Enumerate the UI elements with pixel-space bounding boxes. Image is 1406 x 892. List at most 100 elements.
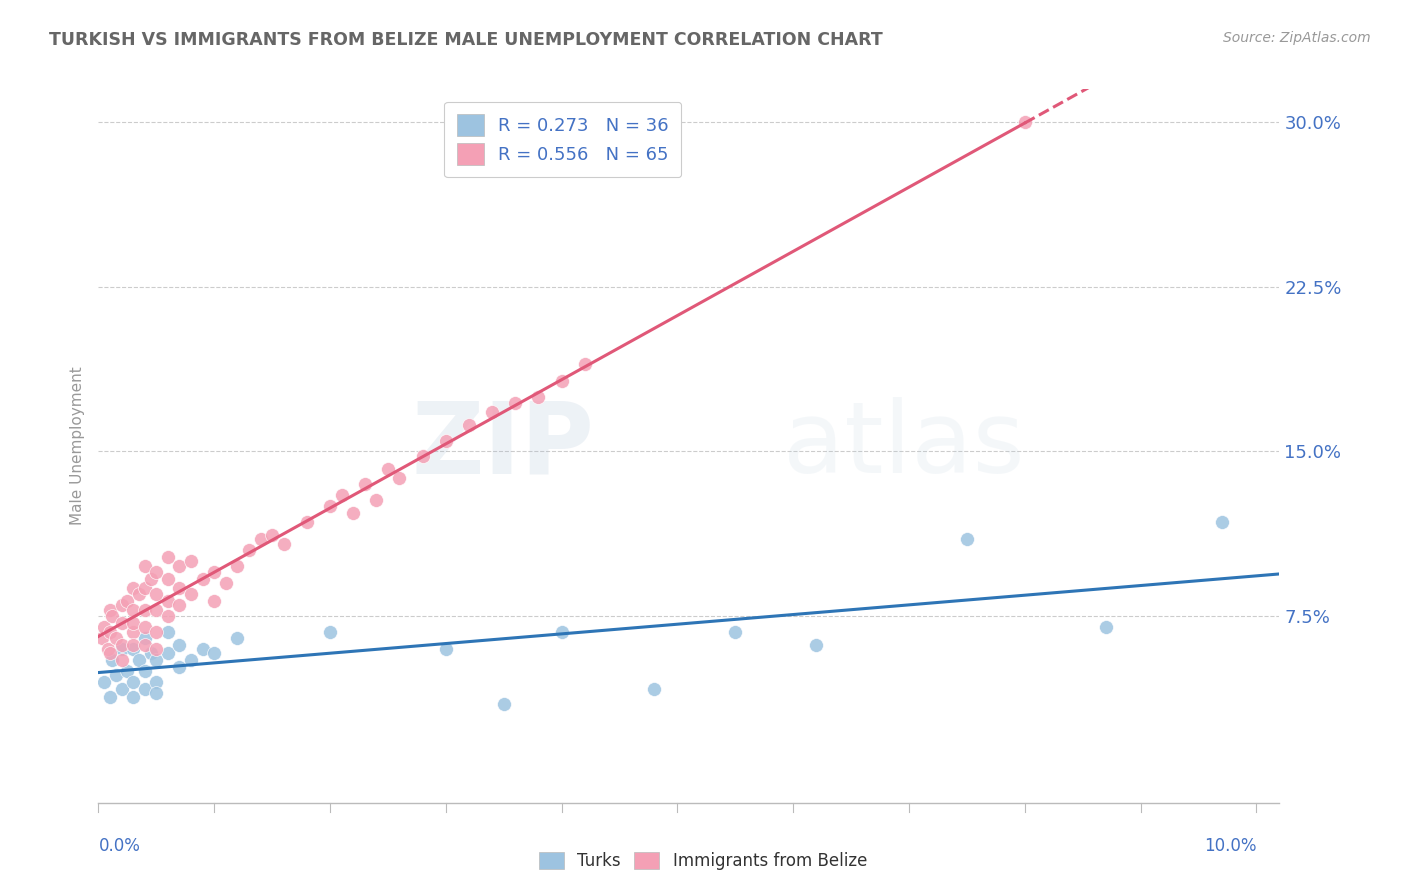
Point: [527, 390, 550, 404]
Point: [238, 543, 260, 558]
Point: [156, 647, 179, 661]
Point: [1014, 115, 1036, 129]
Point: [101, 609, 124, 624]
Point: [503, 396, 526, 410]
Point: [98, 602, 121, 616]
Point: [98, 647, 121, 661]
Point: [145, 566, 167, 580]
Point: [458, 418, 481, 433]
Point: [377, 462, 399, 476]
Point: [145, 686, 167, 700]
Text: Source: ZipAtlas.com: Source: ZipAtlas.com: [1223, 31, 1371, 45]
Point: [134, 620, 156, 634]
Point: [574, 357, 596, 371]
Point: [1094, 620, 1116, 634]
Point: [139, 572, 162, 586]
Point: [134, 681, 156, 696]
Point: [169, 659, 191, 673]
Point: [806, 638, 828, 652]
Point: [353, 477, 375, 491]
Point: [169, 558, 191, 573]
Point: [226, 631, 249, 645]
Point: [117, 664, 139, 678]
Text: 10.0%: 10.0%: [1204, 837, 1257, 855]
Point: [156, 572, 179, 586]
Point: [156, 609, 179, 624]
Point: [492, 697, 515, 711]
Point: [122, 690, 145, 705]
Point: [434, 434, 457, 448]
Point: [180, 554, 202, 568]
Legend: Turks, Immigrants from Belize: Turks, Immigrants from Belize: [538, 852, 868, 871]
Point: [319, 624, 342, 639]
Text: 0.0%: 0.0%: [98, 837, 141, 855]
Point: [724, 624, 747, 639]
Point: [202, 566, 225, 580]
Point: [643, 681, 665, 696]
Text: TURKISH VS IMMIGRANTS FROM BELIZE MALE UNEMPLOYMENT CORRELATION CHART: TURKISH VS IMMIGRANTS FROM BELIZE MALE U…: [49, 31, 883, 49]
Point: [93, 620, 115, 634]
Point: [90, 631, 112, 645]
Point: [1211, 515, 1233, 529]
Point: [180, 587, 202, 601]
Point: [249, 533, 271, 547]
Point: [550, 624, 572, 639]
Point: [156, 549, 179, 564]
Point: [139, 647, 162, 661]
Point: [262, 528, 284, 542]
Point: [481, 405, 503, 419]
Point: [145, 602, 167, 616]
Point: [110, 638, 132, 652]
Point: [104, 668, 127, 682]
Point: [388, 471, 411, 485]
Point: [145, 642, 167, 657]
Point: [956, 533, 979, 547]
Point: [366, 492, 388, 507]
Point: [122, 624, 145, 639]
Point: [202, 594, 225, 608]
Point: [202, 647, 225, 661]
Point: [93, 675, 115, 690]
Point: [122, 602, 145, 616]
Text: atlas: atlas: [783, 398, 1025, 494]
Point: [122, 642, 145, 657]
Point: [110, 653, 132, 667]
Y-axis label: Male Unemployment: Male Unemployment: [69, 367, 84, 525]
Point: [122, 638, 145, 652]
Point: [319, 500, 342, 514]
Point: [330, 488, 353, 502]
Point: [134, 558, 156, 573]
Point: [434, 642, 457, 657]
Point: [180, 653, 202, 667]
Point: [191, 572, 214, 586]
Point: [145, 653, 167, 667]
Point: [215, 576, 238, 591]
Point: [134, 631, 156, 645]
Point: [169, 638, 191, 652]
Point: [169, 581, 191, 595]
Point: [104, 631, 127, 645]
Point: [110, 681, 132, 696]
Point: [145, 587, 167, 601]
Point: [98, 624, 121, 639]
Point: [117, 594, 139, 608]
Point: [101, 653, 124, 667]
Point: [412, 449, 434, 463]
Point: [122, 581, 145, 595]
Point: [145, 675, 167, 690]
Point: [191, 642, 214, 657]
Point: [97, 642, 120, 657]
Point: [342, 506, 364, 520]
Point: [128, 587, 150, 601]
Point: [226, 558, 249, 573]
Point: [134, 581, 156, 595]
Point: [110, 598, 132, 612]
Point: [156, 624, 179, 639]
Point: [122, 615, 145, 630]
Point: [145, 624, 167, 639]
Point: [110, 615, 132, 630]
Point: [134, 664, 156, 678]
Point: [295, 515, 318, 529]
Legend: R = 0.273   N = 36, R = 0.556   N = 65: R = 0.273 N = 36, R = 0.556 N = 65: [444, 102, 682, 178]
Point: [273, 537, 295, 551]
